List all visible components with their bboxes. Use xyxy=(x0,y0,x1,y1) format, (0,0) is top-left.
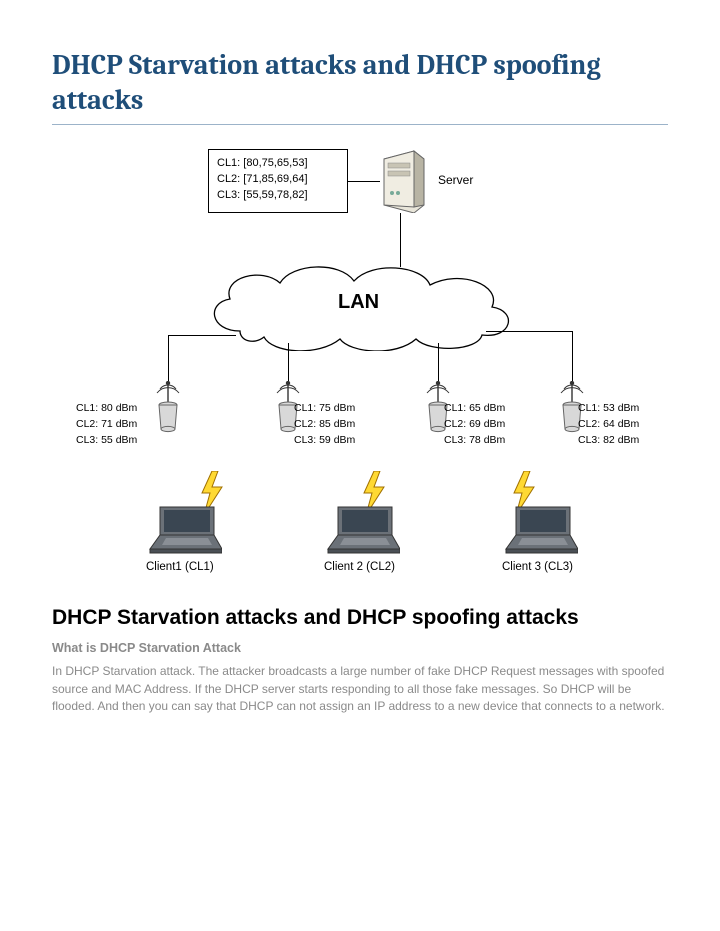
subtitle: DHCP Starvation attacks and DHCP spoofin… xyxy=(52,605,668,631)
laptop-icon xyxy=(142,503,222,555)
server-icon xyxy=(380,147,428,213)
lan-label: LAN xyxy=(338,291,379,314)
section-heading: What is DHCP Starvation Attack xyxy=(52,641,668,655)
server-label: Server xyxy=(438,173,473,187)
server-box-line: CL3: [55,59,78,82] xyxy=(217,188,339,204)
body-paragraph: In DHCP Starvation attack. The attacker … xyxy=(52,663,668,715)
server-box-line: CL2: [71,85,69,64] xyxy=(217,172,339,188)
laptop-icon xyxy=(320,503,400,555)
network-diagram: CL1: [80,75,65,53] CL2: [71,85,69,64] CL… xyxy=(80,143,640,583)
server-data-box: CL1: [80,75,65,53] CL2: [71,85,69,64] CL… xyxy=(208,149,348,213)
client-label: Client1 (CL1) xyxy=(146,561,214,573)
access-point-icon xyxy=(146,381,190,440)
page-title: DHCP Starvation attacks and DHCP spoofin… xyxy=(52,48,668,125)
laptop-icon xyxy=(498,503,578,555)
ap-readings: CL1: 75 dBmCL2: 85 dBmCL3: 59 dBm xyxy=(294,401,355,448)
server-box-line: CL1: [80,75,65,53] xyxy=(217,156,339,172)
ap-readings: CL1: 65 dBmCL2: 69 dBmCL3: 78 dBm xyxy=(444,401,505,448)
client-label: Client 3 (CL3) xyxy=(502,561,573,573)
ap-readings: CL1: 80 dBmCL2: 71 dBmCL3: 55 dBm xyxy=(76,401,137,448)
client-label: Client 2 (CL2) xyxy=(324,561,395,573)
ap-readings: CL1: 53 dBmCL2: 64 dBmCL3: 82 dBm xyxy=(578,401,639,448)
